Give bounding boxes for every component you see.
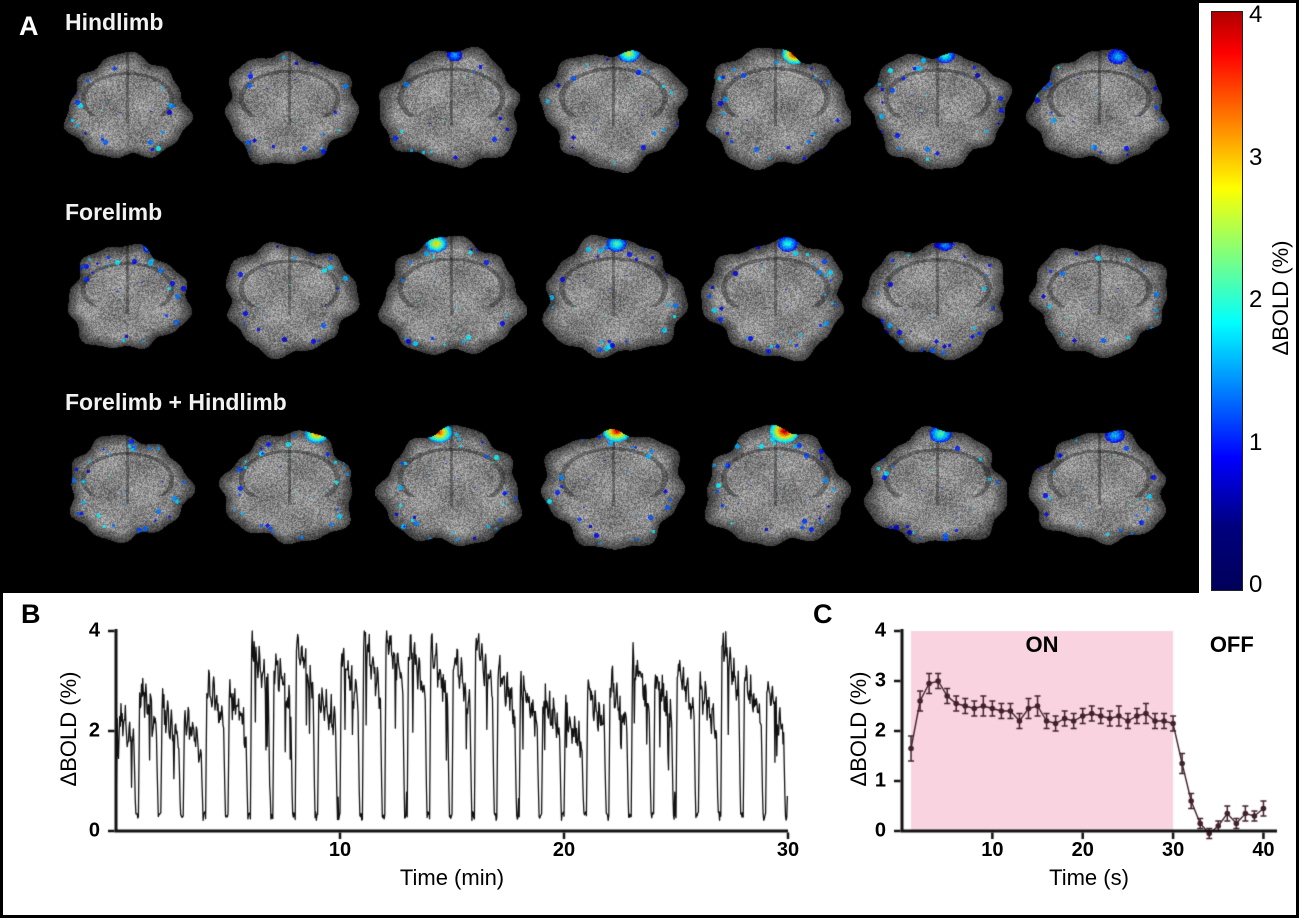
panel-b-x-tick-label: 10	[328, 839, 352, 861]
brain-slices-forelimb	[51, 227, 1199, 363]
brain-slice	[699, 227, 851, 363]
panel-c-x-axis-label: Time (s)	[1049, 865, 1129, 890]
brain-row-hindlimb: Hindlimb	[3, 7, 1199, 173]
brain-slice	[1023, 227, 1175, 363]
panel-c-x-tick-label: 20	[1071, 839, 1094, 861]
panel-c-chart	[892, 623, 1287, 863]
brain-slice	[213, 37, 365, 173]
panel-b-y-tick-label: 4	[88, 619, 100, 642]
brain-slice	[537, 37, 689, 173]
panel-b-x-axis-label: Time (min)	[399, 865, 505, 890]
panel-c-y-tick-label: 1	[874, 769, 886, 792]
panel-c-y-tick-label: 3	[874, 669, 886, 692]
panel-b-y-tick-label: 0	[88, 819, 100, 842]
colorbar-tick-label: 3	[1249, 143, 1263, 171]
brain-slice	[213, 417, 365, 553]
colorbar-tick-label: 0	[1249, 571, 1263, 598]
brain-slice	[51, 37, 203, 173]
colorbar-tick-label: 4	[1249, 1, 1263, 28]
panel-a: A Hindlimb Forelimb Forelimb + Hindlimb	[3, 3, 1199, 593]
panel-c-label: C	[813, 599, 833, 629]
annotation-off: OFF	[1209, 632, 1254, 657]
row-label-forelimb: Forelimb	[65, 199, 163, 225]
panel-b-label: B	[21, 599, 41, 629]
panel-c-y-tick-label: 2	[874, 719, 886, 742]
row-label-hindlimb: Hindlimb	[65, 9, 164, 35]
colorbar: ΔBOLD (%) 4 3 2 1 0	[1199, 1, 1296, 598]
brain-slices-forelimb-hindlimb	[51, 417, 1199, 553]
colorbar-axis-label: ΔBOLD (%)	[1268, 240, 1293, 356]
brain-row-forelimb: Forelimb	[3, 197, 1199, 363]
panel-b-y-tick-label: 2	[88, 719, 100, 742]
panel-c-x-tick-label: 40	[1252, 839, 1275, 861]
brain-slice	[699, 37, 851, 173]
colorbar-tick-label: 1	[1249, 428, 1263, 456]
brain-slice	[699, 417, 851, 553]
annotation-on: ON	[1025, 632, 1059, 657]
colorbar-gradient	[1211, 11, 1243, 591]
panel-b-x-tick-label: 20	[552, 839, 576, 861]
brain-slice	[537, 417, 689, 553]
brain-slice	[861, 227, 1013, 363]
brain-slice	[375, 37, 527, 173]
panel-c-y-tick-label: 4	[874, 619, 886, 642]
brain-slices-hindlimb	[51, 37, 1199, 173]
panel-c-x-tick-label: 10	[981, 839, 1004, 861]
panel-b-x-tick-label: 30	[776, 839, 800, 861]
brain-slice	[51, 227, 203, 363]
panel-c: C ΔBOLD (%) Time (s) 10 20 30 40 0 1 2 3 4 ON OFF	[809, 593, 1296, 915]
panel-b: B ΔBOLD (%) Time (min) 10 20 30 0 2 4	[3, 593, 809, 915]
brain-slice	[213, 227, 365, 363]
panel-c-y-tick-label: 0	[874, 819, 886, 842]
brain-slice	[1023, 417, 1175, 553]
panel-a-label: A	[19, 11, 39, 41]
brain-slice	[861, 417, 1013, 553]
brain-slice	[1023, 37, 1175, 173]
colorbar-tick-label: 2	[1249, 286, 1263, 313]
brain-slice	[51, 417, 203, 553]
panel-c-x-tick-label: 30	[1161, 839, 1185, 861]
brain-row-forelimb-hindlimb: Forelimb + Hindlimb	[3, 387, 1199, 553]
brain-slice	[375, 227, 527, 363]
brain-slice	[537, 227, 689, 363]
brain-slice	[375, 417, 527, 553]
panel-b-chart	[106, 623, 796, 863]
brain-slice	[861, 37, 1013, 173]
row-label-forelimb-hindlimb: Forelimb + Hindlimb	[65, 389, 287, 415]
